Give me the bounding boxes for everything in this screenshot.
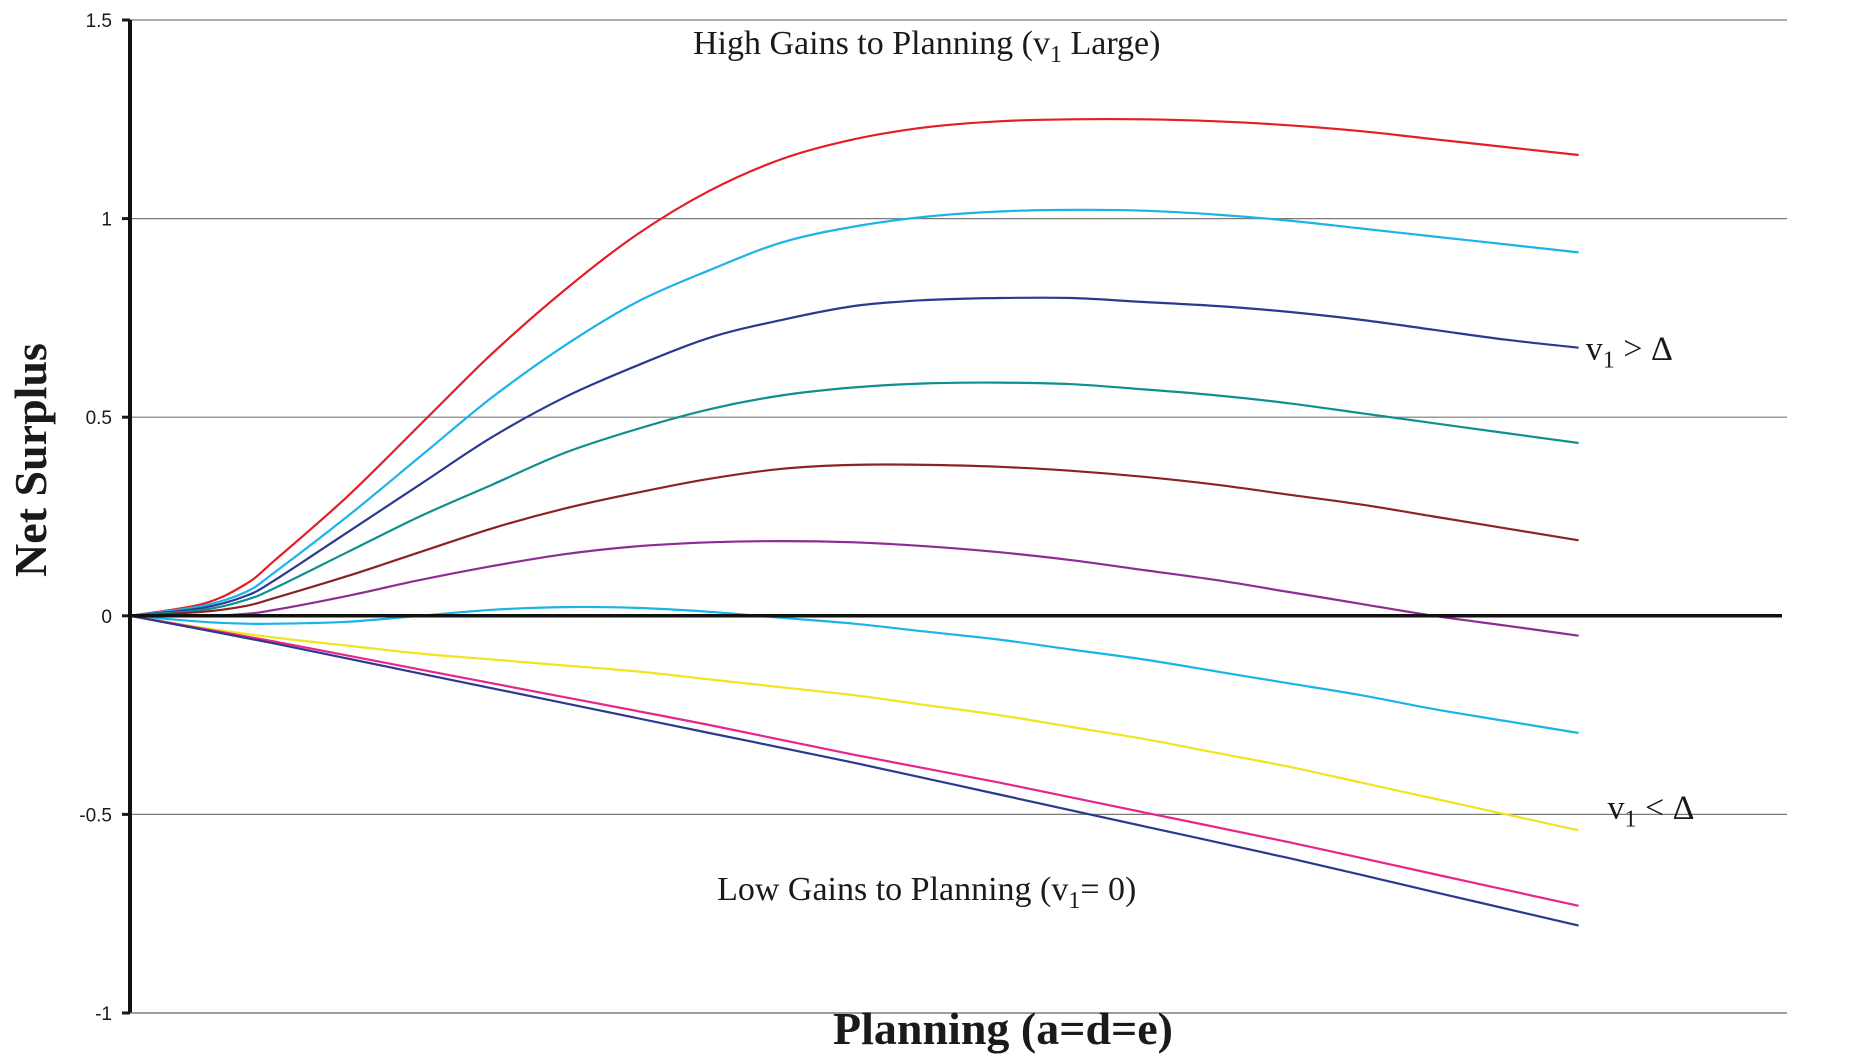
series-line-8: [129, 614, 1579, 832]
annotation-v1-greater: v1 > Δ: [1586, 331, 1673, 374]
series-line-6: [129, 539, 1579, 637]
annotation-subscript: 1: [1603, 348, 1615, 374]
y-tick-label: -0.5: [79, 805, 112, 826]
series-line-5: [129, 463, 1579, 617]
y-tick-labels: 1.5 1 0.5 0 -0.5 -1: [79, 11, 112, 1025]
series-line-1: [129, 117, 1579, 617]
annotation-subscript: 1: [1625, 806, 1637, 832]
annotation-text: Low Gains to Planning (v: [717, 871, 1068, 908]
annotation-high-gains: High Gains to Planning (v1 Large): [693, 25, 1160, 68]
y-tick-label: 0.5: [86, 408, 112, 429]
annotation-v1-less: v1 < Δ: [1608, 789, 1695, 832]
annotation-text: < Δ: [1637, 789, 1695, 826]
y-tick-label: 1.5: [86, 11, 112, 32]
annotation-text: High Gains to Planning (v: [693, 25, 1050, 62]
series-line-7: [129, 605, 1579, 735]
annotation-subscript: 1: [1050, 42, 1062, 68]
annotation-text: > Δ: [1615, 331, 1673, 368]
y-axis: [128, 20, 1787, 1014]
annotation-text: Large): [1062, 25, 1160, 62]
series-line-4: [129, 381, 1579, 617]
annotation-subscript: 1: [1068, 888, 1080, 914]
series-line-3: [129, 296, 1579, 617]
y-tick-label: 1: [101, 210, 112, 231]
x-axis-title: Planning (a=d=e): [833, 1003, 1173, 1054]
annotation-text: v: [1608, 789, 1625, 826]
series-group: [129, 117, 1579, 927]
series-line-10: [129, 614, 1579, 927]
series-line-2: [129, 208, 1579, 617]
y-tick-label: 0: [101, 607, 112, 628]
annotation-text: = 0): [1080, 871, 1136, 908]
series-line-9: [129, 614, 1579, 907]
annotation-low-gains: Low Gains to Planning (v1= 0): [717, 871, 1136, 914]
annotation-text: v: [1586, 331, 1603, 368]
annotations: High Gains to Planning (v1 Large)v1 > Δv…: [693, 25, 1695, 914]
y-axis-title: Net Surplus: [5, 343, 56, 577]
y-tick-label: -1: [95, 1004, 112, 1025]
